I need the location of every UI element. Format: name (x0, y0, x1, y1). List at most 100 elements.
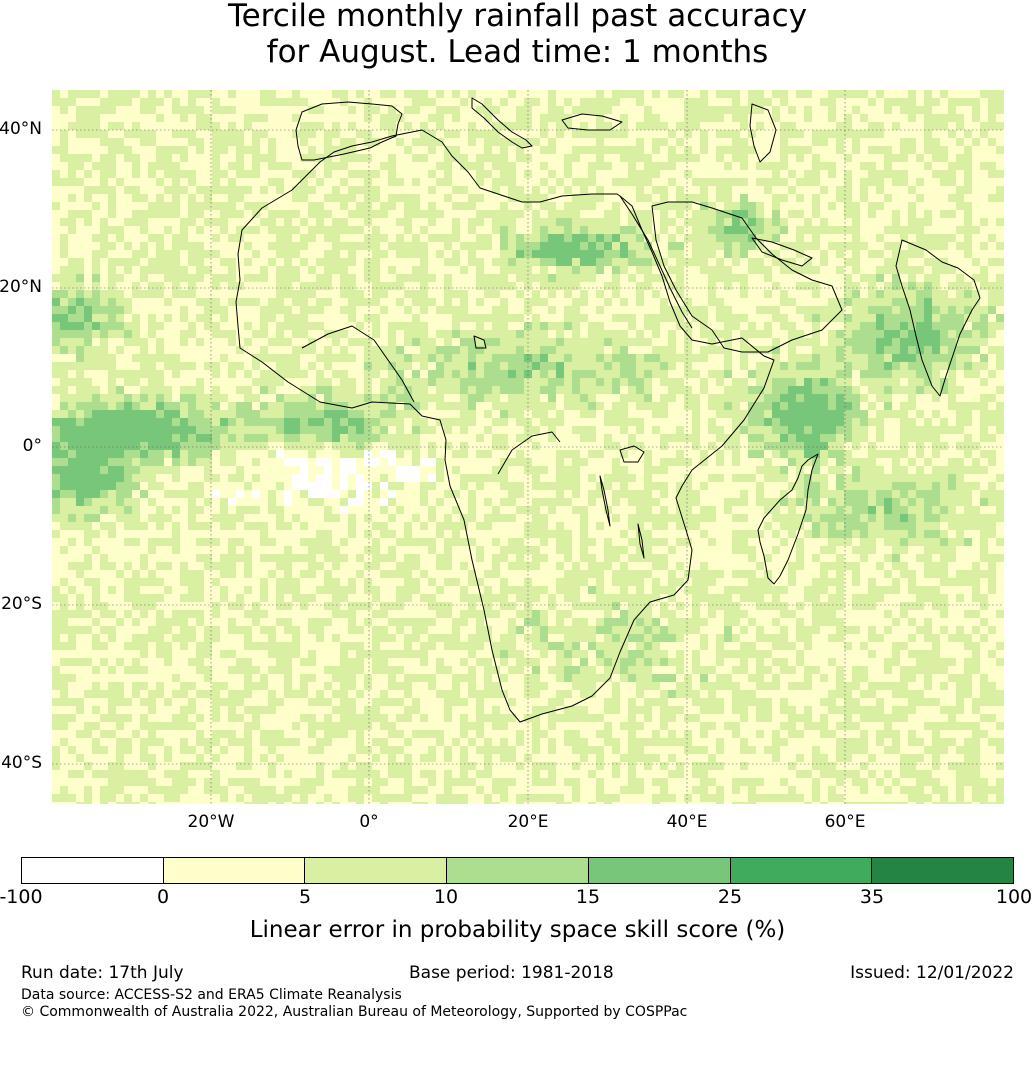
map-cell (300, 418, 308, 426)
map-cell (276, 98, 284, 106)
map-cell (436, 146, 444, 154)
map-cell (116, 346, 124, 354)
map-cell (236, 322, 244, 330)
map-cell (108, 362, 116, 370)
map-cell (516, 250, 524, 258)
map-cell (724, 378, 732, 386)
map-cell (580, 274, 588, 282)
map-cell (828, 218, 836, 226)
map-cell (692, 234, 700, 242)
map-cell (868, 418, 876, 426)
map-cell (284, 346, 292, 354)
map-cell (132, 314, 140, 322)
map-cell (884, 402, 892, 410)
map-cell (676, 178, 684, 186)
map-cell (148, 122, 156, 130)
map-cell (484, 210, 492, 218)
map-cell (596, 90, 604, 98)
map-cell (92, 322, 100, 330)
map-cell (108, 194, 116, 202)
map-cell (484, 154, 492, 162)
map-cell (196, 146, 204, 154)
map-cell (876, 130, 884, 138)
map-cell (604, 250, 612, 258)
map-cell (516, 346, 524, 354)
map-cell (596, 378, 604, 386)
map-cell (700, 194, 708, 202)
map-cell (468, 234, 476, 242)
map-cell (244, 130, 252, 138)
map-cell (132, 162, 140, 170)
map-cell (164, 338, 172, 346)
map-cell (764, 306, 772, 314)
map-cell (700, 410, 708, 418)
map-cell (996, 210, 1004, 218)
map-cell (124, 394, 132, 402)
map-cell (188, 130, 196, 138)
map-cell (884, 394, 892, 402)
map-cell (364, 186, 372, 194)
map-cell (172, 338, 180, 346)
map-cell (628, 322, 636, 330)
map-cell (276, 418, 284, 426)
map-cell (492, 218, 500, 226)
map-cell (996, 106, 1004, 114)
map-cell (516, 106, 524, 114)
map-cell (244, 218, 252, 226)
map-cell (444, 194, 452, 202)
map-cell (76, 154, 84, 162)
map-cell (916, 394, 924, 402)
map-cell (892, 210, 900, 218)
map-cell (436, 274, 444, 282)
map-cell (988, 98, 996, 106)
map-cell (68, 266, 76, 274)
map-cell (716, 130, 724, 138)
map-cell (436, 170, 444, 178)
map-cell (876, 346, 884, 354)
map-cell (396, 218, 404, 226)
map-cell (772, 338, 780, 346)
map-cell (468, 122, 476, 130)
map-cell (676, 138, 684, 146)
map-cell (908, 226, 916, 234)
map-cell (492, 122, 500, 130)
map-cell (812, 154, 820, 162)
map-cell (812, 418, 820, 426)
map-cell (676, 154, 684, 162)
map-cell (916, 418, 924, 426)
map-cell (836, 322, 844, 330)
map-cell (100, 122, 108, 130)
map-cell (92, 178, 100, 186)
map-cell (468, 90, 476, 98)
map-cell (452, 298, 460, 306)
map-cell (116, 418, 124, 426)
map-cell (748, 274, 756, 282)
map-cell (404, 218, 412, 226)
map-cell (196, 106, 204, 114)
map-cell (148, 330, 156, 338)
map-cell (444, 186, 452, 194)
map-cell (92, 210, 100, 218)
map-cell (532, 98, 540, 106)
map-cell (76, 242, 84, 250)
map-cell (116, 378, 124, 386)
map-cell (716, 178, 724, 186)
map-cell (908, 290, 916, 298)
map-cell (228, 178, 236, 186)
map-cell (460, 106, 468, 114)
map-cell (508, 402, 516, 410)
map-cell (940, 354, 948, 362)
map-cell (612, 218, 620, 226)
map-cell (860, 346, 868, 354)
map-cell (164, 194, 172, 202)
map-cell (788, 90, 796, 98)
map-cell (348, 218, 356, 226)
map-cell (644, 130, 652, 138)
map-cell (892, 370, 900, 378)
map-cell (964, 106, 972, 114)
map-cell (940, 346, 948, 354)
map-cell (244, 242, 252, 250)
map-cell (652, 282, 660, 290)
map-cell (476, 418, 484, 426)
map-cell (580, 90, 588, 98)
